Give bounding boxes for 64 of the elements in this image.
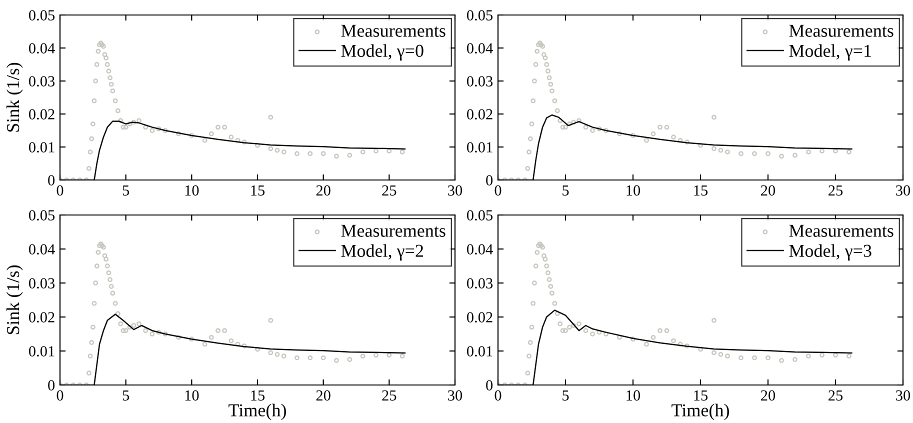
x-tick-label: 30 [448,185,462,196]
x-tick-label: 10 [626,390,640,401]
x-tick-label: 5 [562,185,569,196]
x-tick-label: 10 [626,185,640,196]
y-tick-label: 0.05 [466,10,493,21]
legend-label: Model, γ=3 [789,244,872,261]
y-tick-label: 0.05 [466,210,493,221]
y-tick-label: 0.01 [28,346,54,357]
y-tick-label: 0.01 [28,142,54,153]
x-tick-label: 25 [382,185,396,196]
x-tick-label: 30 [448,390,462,401]
y-tick-label: 0.01 [466,142,492,153]
x-axis-title: Time(h) [228,404,286,420]
x-tick-label: 20 [761,185,776,196]
x-tick-label: 25 [828,390,843,401]
y-tick-label: 0.04 [28,244,55,255]
x-tick-label: 15 [251,390,265,401]
y-tick-label: 0.01 [466,346,492,357]
x-tick-label: 10 [185,390,199,401]
x-tick-label: 15 [694,390,708,401]
y-tick-label: 0.02 [466,312,492,323]
x-tick-label: 10 [185,185,199,196]
y-tick-label: 0.02 [28,312,54,323]
y-tick-label: 0.03 [466,76,493,87]
legend-label: Measurements [789,24,894,37]
legend-label: Model, γ=2 [341,244,424,261]
y-tick-label: 0 [48,175,55,186]
y-tick-label: 0.03 [28,278,55,289]
y-tick-label: 0.05 [28,210,55,221]
y-tick-label: 0.04 [466,43,493,54]
y-tick-label: 0 [48,380,55,390]
legend-label: Measurements [341,24,446,37]
legend-label: Measurements [341,224,446,237]
y-tick-label: 0 [486,380,493,390]
y-tick-label: 0.03 [466,278,493,289]
x-tick-label: 20 [761,390,776,401]
y-tick-label: 0 [486,175,493,186]
x-tick-label: 5 [562,390,569,401]
x-tick-label: 20 [316,185,330,196]
x-tick-label: 30 [896,390,910,401]
x-tick-label: 0 [56,185,64,196]
y-tick-label: 0.02 [28,109,54,120]
x-tick-label: 5 [122,185,130,196]
x-tick-label: 15 [694,185,708,196]
y-axis-title: Sink (1/s) [6,62,23,132]
legend-label: Measurements [789,224,894,237]
x-tick-label: 15 [251,185,265,196]
x-tick-label: 0 [494,390,502,401]
x-tick-label: 20 [316,390,330,401]
y-axis-title: Sink (1/s) [6,265,23,334]
x-tick-label: 30 [896,185,910,196]
y-tick-label: 0.02 [466,109,492,120]
x-tick-label: 5 [122,390,130,401]
x-tick-label: 25 [382,390,396,401]
legend-label: Model, γ=1 [789,44,871,61]
legend-label: Model, γ=0 [341,44,424,61]
y-tick-label: 0.05 [28,10,55,21]
x-axis-title: Time(h) [672,404,729,420]
y-tick-label: 0.04 [466,244,493,255]
x-tick-label: 25 [828,185,843,196]
y-tick-label: 0.03 [28,76,55,87]
y-tick-label: 0.04 [28,43,55,54]
x-tick-label: 0 [494,185,502,196]
x-tick-label: 0 [56,390,64,401]
